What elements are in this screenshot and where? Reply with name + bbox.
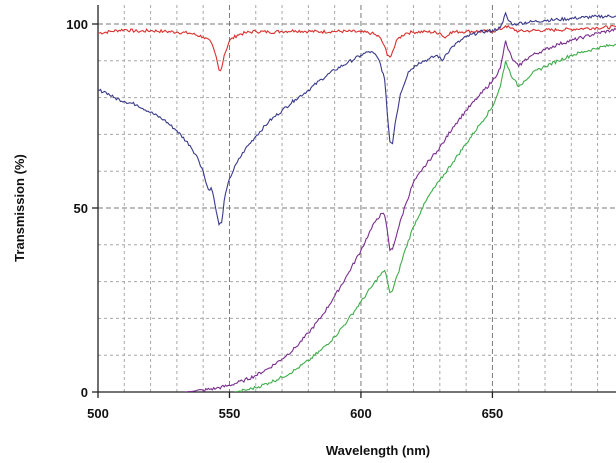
series-line-1 — [98, 24, 616, 72]
x-axis-title: Wavelength (nm) — [326, 443, 430, 458]
series-line-2 — [98, 11, 616, 226]
series-line-3 — [184, 27, 616, 392]
grid-lines — [98, 5, 616, 392]
y-axis-title: Transmission (%) — [12, 154, 27, 262]
series-line-4 — [234, 43, 616, 392]
x-tick-label: 550 — [219, 406, 241, 421]
x-tick-label: 650 — [482, 406, 504, 421]
x-tick-label: 500 — [87, 406, 109, 421]
x-tick-label: 600 — [350, 406, 372, 421]
axes — [92, 5, 616, 398]
tick-labels: 500 550 600 650 0 50 100 — [66, 17, 503, 421]
y-tick-label: 50 — [74, 201, 88, 216]
data-series — [98, 11, 616, 392]
y-tick-label: 100 — [66, 17, 88, 32]
y-tick-label: 0 — [81, 385, 88, 400]
